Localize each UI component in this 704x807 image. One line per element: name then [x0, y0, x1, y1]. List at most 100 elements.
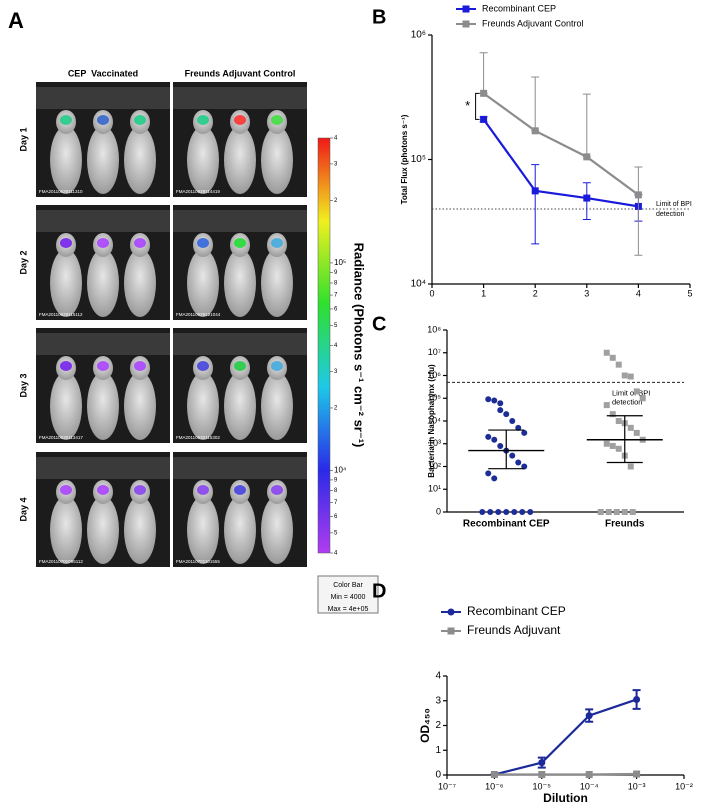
error-bar [531, 76, 540, 132]
color-bar-tick-label: 2 [334, 198, 338, 204]
legend-marker [462, 5, 470, 13]
data-point [485, 396, 492, 403]
y-tick-label: 10⁶ [427, 370, 441, 380]
column-header: CEP Vaccinated [68, 68, 138, 78]
legend-label: Recombinant CEP [482, 3, 556, 13]
y-tick-label: 3 [435, 695, 441, 706]
color-bar-tick-label: 9 [334, 478, 338, 484]
y-tick-label: 1 [435, 745, 441, 756]
data-point [583, 194, 591, 202]
row-label: Day 4 [18, 497, 28, 521]
color-bar-tick-label: 2 [334, 406, 338, 412]
reference-label: detection [612, 397, 642, 406]
x-tick-label: 5 [687, 288, 692, 298]
mouse-body [87, 249, 119, 317]
y-tick-label: 10⁴ [427, 415, 441, 425]
data-point [585, 712, 593, 720]
signal-blob [234, 361, 246, 371]
data-point [519, 509, 526, 515]
x-tick-label: Recombinant CEP [463, 519, 550, 530]
data-point [491, 436, 498, 443]
y-tick-label: 0 [435, 770, 441, 781]
mouse-body [124, 126, 156, 194]
signal-blob [197, 361, 209, 371]
data-point [490, 771, 498, 779]
legend-label: Recombinant CEP [467, 604, 566, 618]
data-point [495, 509, 502, 515]
y-tick-label: 10³ [428, 438, 441, 448]
cage-bar [173, 210, 307, 232]
significance-bracket [475, 92, 480, 120]
mouse-body [187, 372, 219, 440]
data-point [485, 470, 492, 477]
legend-label: Freunds Adjuvant Control [482, 18, 584, 28]
signal-blob [234, 485, 246, 495]
signal-blob [134, 115, 146, 125]
color-bar-box [317, 575, 379, 614]
error-bar [479, 52, 488, 94]
image-id: FMA20110629121044 [176, 312, 221, 317]
y-axis-label: Total Flux (photons s⁻¹) [400, 114, 409, 204]
panel-label: B [372, 6, 386, 28]
color-bar-tick-label: 10⁴ [334, 466, 347, 475]
x-tick-label: 4 [636, 288, 641, 298]
data-point [497, 442, 504, 449]
data-point [515, 459, 522, 466]
x-tick-label: 3 [584, 288, 589, 298]
row-label: Day 3 [18, 373, 28, 397]
signal-blob [60, 361, 72, 371]
y-tick-label: 10⁵ [427, 393, 441, 403]
mouse-body [87, 126, 119, 194]
x-tick-label: 0 [429, 288, 434, 298]
mouse-body [261, 126, 293, 194]
color-bar-tick-label: 5 [334, 530, 338, 536]
data-point [627, 373, 634, 380]
image-id: FMA20110701095112 [39, 559, 83, 564]
signal-blob [97, 361, 109, 371]
data-point [609, 442, 616, 449]
data-point [509, 418, 516, 424]
image-id: FMA20110630113417 [39, 435, 83, 440]
color-bar-tick-label: 8 [334, 488, 338, 494]
color-bar-tick-label: 6 [334, 514, 338, 520]
data-point [633, 770, 641, 778]
row-label: Day 1 [18, 127, 28, 151]
panel-label: C [372, 313, 386, 335]
mouse-body [50, 496, 82, 564]
mouse-body [261, 249, 293, 317]
mouse-body [224, 249, 256, 317]
data-point [609, 411, 616, 418]
color-bar-box-text: Min = 4000 [331, 594, 366, 601]
data-point [639, 395, 646, 402]
data-point [605, 509, 612, 515]
data-point [629, 509, 636, 515]
data-point [615, 361, 622, 368]
data-point [621, 509, 628, 515]
data-point [538, 759, 546, 767]
data-point [538, 771, 546, 779]
mouse-body [224, 372, 256, 440]
y-tick-label: 10⁵ [411, 154, 426, 165]
y-tick-label: 0 [436, 506, 441, 516]
x-tick-label: 10⁻⁴ [580, 781, 599, 791]
signal-blob [60, 485, 72, 495]
x-axis-label: Dilution [543, 791, 588, 805]
x-tick-label: 10⁻³ [628, 781, 646, 791]
data-point [509, 452, 516, 459]
legend-marker [447, 608, 455, 616]
color-bar-tick-label: 10⁵ [334, 258, 346, 267]
data-point [479, 509, 486, 515]
data-point [615, 418, 622, 424]
mouse-body [187, 126, 219, 194]
x-tick-label: 10⁻⁵ [533, 781, 552, 791]
data-point [487, 509, 494, 515]
signal-blob [134, 485, 146, 495]
data-point [531, 127, 539, 135]
y-tick-label: 10⁷ [428, 347, 441, 357]
x-tick-label: Freunds [605, 519, 645, 530]
signal-blob [271, 485, 283, 495]
reference-label: Limit of BPI [656, 201, 692, 208]
data-point [603, 440, 610, 447]
data-point [511, 509, 518, 515]
